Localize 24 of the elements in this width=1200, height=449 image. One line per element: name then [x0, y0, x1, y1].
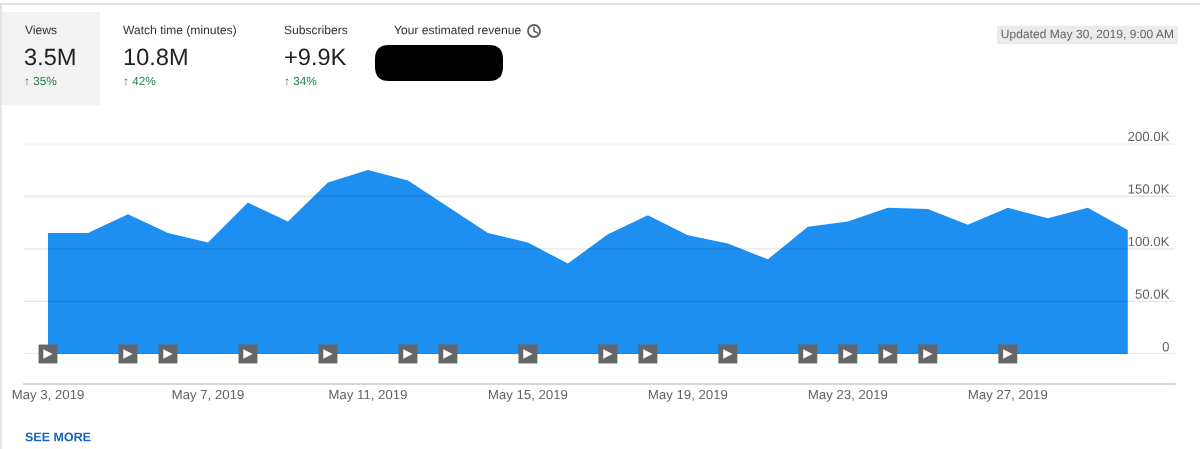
x-tick-label: May 15, 2019	[489, 389, 568, 402]
text: Views	[25, 25, 57, 35]
text: 10.8M	[124, 48, 187, 66]
text: ↑ 35%	[25, 76, 57, 86]
y-tick-label: 0	[1162, 342, 1169, 352]
y-tick-label: 150.0K	[1128, 184, 1170, 194]
text: Watch time (minutes)	[123, 25, 236, 37]
text: ↑ 42%	[124, 76, 156, 86]
y-tick-label: 200.0K	[1128, 131, 1170, 142]
x-tick-label: May 11, 2019	[329, 389, 407, 402]
x-tick-label: May 7, 2019	[172, 389, 244, 402]
text: SEE MORE	[25, 432, 91, 442]
text: 3.5M	[24, 48, 75, 66]
x-tick-label: May 3, 2019	[12, 389, 84, 402]
x-tick-label: May 23, 2019	[808, 389, 888, 402]
text: Updated May 30, 2019, 9:00 AM	[1001, 29, 1174, 41]
text: Your estimated revenue	[394, 25, 521, 35]
x-tick-label: May 27, 2019	[968, 389, 1048, 402]
y-tick-label: 50.0K	[1135, 289, 1170, 299]
y-tick-label: 100.0K	[1128, 236, 1170, 247]
x-tick-label: May 19, 2019	[648, 389, 728, 402]
text: Subscribers	[284, 25, 348, 35]
text: ↑ 34%	[285, 76, 317, 86]
text: +9.9K	[285, 48, 347, 66]
